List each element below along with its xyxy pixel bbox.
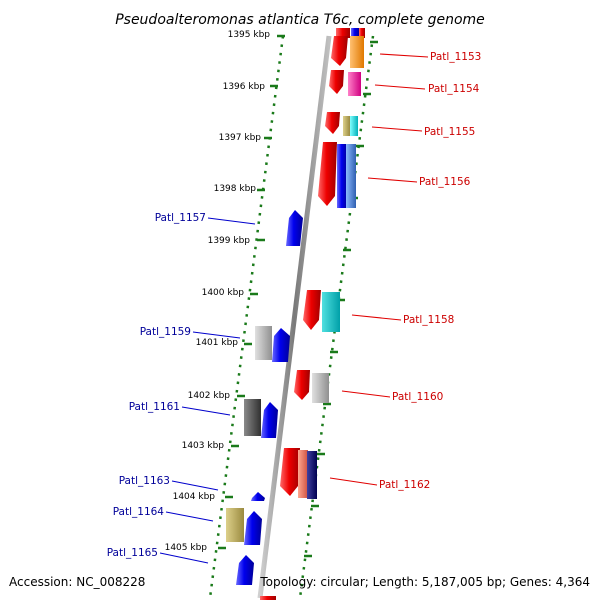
gene-block: [346, 144, 356, 208]
gene-label[interactable]: Patl_1153: [430, 51, 481, 63]
gene-block: [351, 28, 359, 38]
gene-arrow: [261, 402, 278, 438]
tick-label: 1404 kbp: [173, 492, 216, 502]
gene-arrow: [329, 70, 344, 94]
tick-label: 1397 kbp: [219, 133, 262, 143]
tick-label: 1402 kbp: [188, 391, 231, 401]
gene-label[interactable]: Patl_1163: [119, 475, 170, 487]
gene-label[interactable]: Patl_1165: [107, 547, 158, 559]
gene-arrow: [272, 328, 290, 362]
gene-arrow: [303, 290, 321, 330]
genome-summary-text: Topology: circular; Length: 5,187,005 bp…: [259, 575, 590, 589]
gene-block: [350, 116, 358, 136]
gene-block: [343, 116, 350, 136]
ruler-right: [298, 35, 375, 599]
gene-label[interactable]: Patl_1162: [379, 479, 430, 491]
labels-right: Patl_1153 Patl_1154 Patl_1155 Patl_1156 …: [379, 51, 481, 491]
gene-block: [337, 144, 347, 208]
gene-label[interactable]: Patl_1155: [424, 126, 475, 138]
tick-labels: 1395 kbp 1396 kbp 1397 kbp 1398 kbp 1399…: [165, 30, 271, 553]
gene-label[interactable]: Patl_1164: [113, 506, 165, 518]
gene-label[interactable]: Patl_1160: [392, 391, 443, 403]
gene-arrow: [325, 112, 340, 134]
labels-left: Patl_1157 Patl_1159 Patl_1161 Patl_1163 …: [107, 212, 206, 559]
tick-label: 1400 kbp: [202, 288, 245, 298]
genome-backbone: [257, 35, 332, 599]
tick-label: 1399 kbp: [208, 236, 251, 246]
gene-block: [307, 451, 317, 499]
tick-label: 1398 kbp: [214, 184, 257, 194]
tick-label: 1396 kbp: [223, 82, 266, 92]
gene-arrow: [236, 555, 254, 585]
forward-strand-genes: [260, 28, 365, 600]
leader-lines-right: [329, 53, 429, 486]
tick-label: 1405 kbp: [165, 543, 208, 553]
gene-block: [359, 28, 365, 38]
tick-marks: [218, 34, 378, 558]
map-title: Pseudoalteromonas atlantica T6c, complet…: [115, 12, 485, 28]
gene-arrow: [318, 142, 337, 206]
gene-block: [260, 596, 276, 600]
gene-block: [255, 326, 272, 360]
accession-text: Accession: NC_008228: [9, 575, 145, 589]
gene-label[interactable]: Patl_1156: [419, 176, 471, 188]
gene-arrow: [280, 448, 300, 496]
gene-label[interactable]: Patl_1157: [155, 212, 206, 224]
gene-block: [322, 292, 340, 332]
ruler-left: [208, 35, 285, 599]
gene-block: [336, 28, 350, 38]
gene-block: [350, 36, 364, 68]
tick-label: 1403 kbp: [182, 441, 225, 451]
reverse-strand-genes: [226, 210, 303, 585]
gene-block: [348, 72, 361, 96]
gene-block: [244, 399, 261, 436]
gene-label[interactable]: Patl_1154: [428, 83, 480, 95]
gene-block: [298, 450, 308, 498]
tick-label: 1395 kbp: [228, 30, 271, 40]
gene-arrow: [294, 370, 310, 400]
gene-arrow: [251, 492, 265, 501]
gene-arrow: [331, 36, 348, 66]
gene-arrow: [286, 210, 303, 246]
gene-arrow: [244, 511, 262, 545]
gene-label[interactable]: Patl_1161: [129, 401, 180, 413]
gene-block: [226, 508, 244, 542]
gene-label[interactable]: Patl_1159: [140, 326, 191, 338]
tick-label: 1401 kbp: [196, 338, 239, 348]
leader-lines-left: [159, 217, 256, 564]
gene-block: [312, 373, 329, 403]
gene-label[interactable]: Patl_1158: [403, 314, 454, 326]
